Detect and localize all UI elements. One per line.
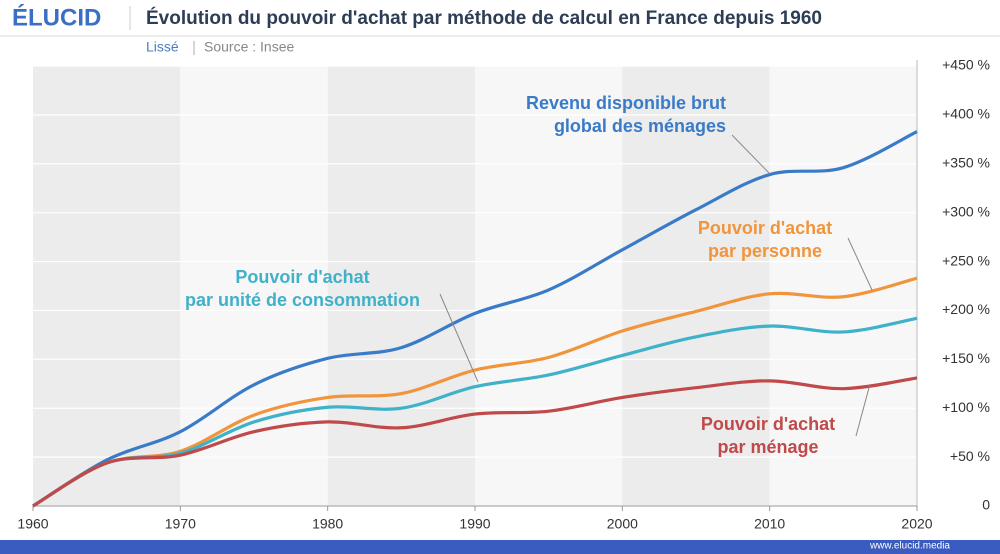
lines [32, 130, 918, 508]
series-label: Pouvoir d'achat par unité de consommatio… [184, 267, 421, 310]
y-tick-label: +150 % [942, 350, 990, 366]
leaders [439, 134, 873, 437]
x-tick-label: 1960 [17, 516, 48, 532]
y-tick-label: +50 % [950, 448, 990, 464]
y-tick-label: +350 % [942, 154, 990, 170]
series-line [32, 276, 918, 508]
series-line [32, 376, 918, 508]
series-label: Revenu disponible brut global des ménage… [525, 93, 726, 136]
y-tick-label: +200 % [942, 301, 990, 317]
leader-line [439, 293, 479, 383]
y-tick-label: +100 % [942, 399, 990, 415]
band [622, 66, 770, 506]
leader-line [855, 383, 871, 437]
leader-line [847, 237, 873, 291]
y-tick-label: +250 % [942, 252, 990, 268]
x-tick-label: 2010 [754, 516, 785, 532]
y-tick-label: +450 % [942, 57, 990, 73]
y-tick-label: +400 % [942, 106, 990, 122]
grid: 0 +50 % +100 % +150 % +200 % +250 % +300 % +350… [17, 57, 990, 532]
y-tick-label: 0 [982, 497, 990, 513]
band [33, 66, 181, 506]
series-line [32, 130, 918, 508]
chart-title: Évolution du pouvoir d'achat par méthode… [146, 7, 822, 29]
footer-url: www.elucid.media [869, 541, 950, 552]
x-tick-label: 2020 [901, 516, 932, 532]
x-tick-label: 1980 [312, 516, 343, 532]
x-tick-label: 1990 [459, 516, 490, 532]
y-tick-label: +300 % [942, 203, 990, 219]
band [475, 66, 623, 506]
series-label: Pouvoir d'achat par ménage [700, 414, 836, 457]
x-tick-label: 1970 [165, 516, 196, 532]
band [327, 66, 475, 506]
series-label: Pouvoir d'achat par personne [697, 218, 833, 261]
footer-bar [0, 540, 1000, 554]
leader-line [731, 134, 771, 175]
x-tick-label: 2000 [607, 516, 638, 532]
brand: ÉLUCID [12, 3, 101, 31]
series-line [32, 316, 918, 508]
decade-bands [33, 66, 917, 506]
subtitle: Lissé [146, 39, 179, 55]
source: Source : Insee [204, 39, 294, 55]
